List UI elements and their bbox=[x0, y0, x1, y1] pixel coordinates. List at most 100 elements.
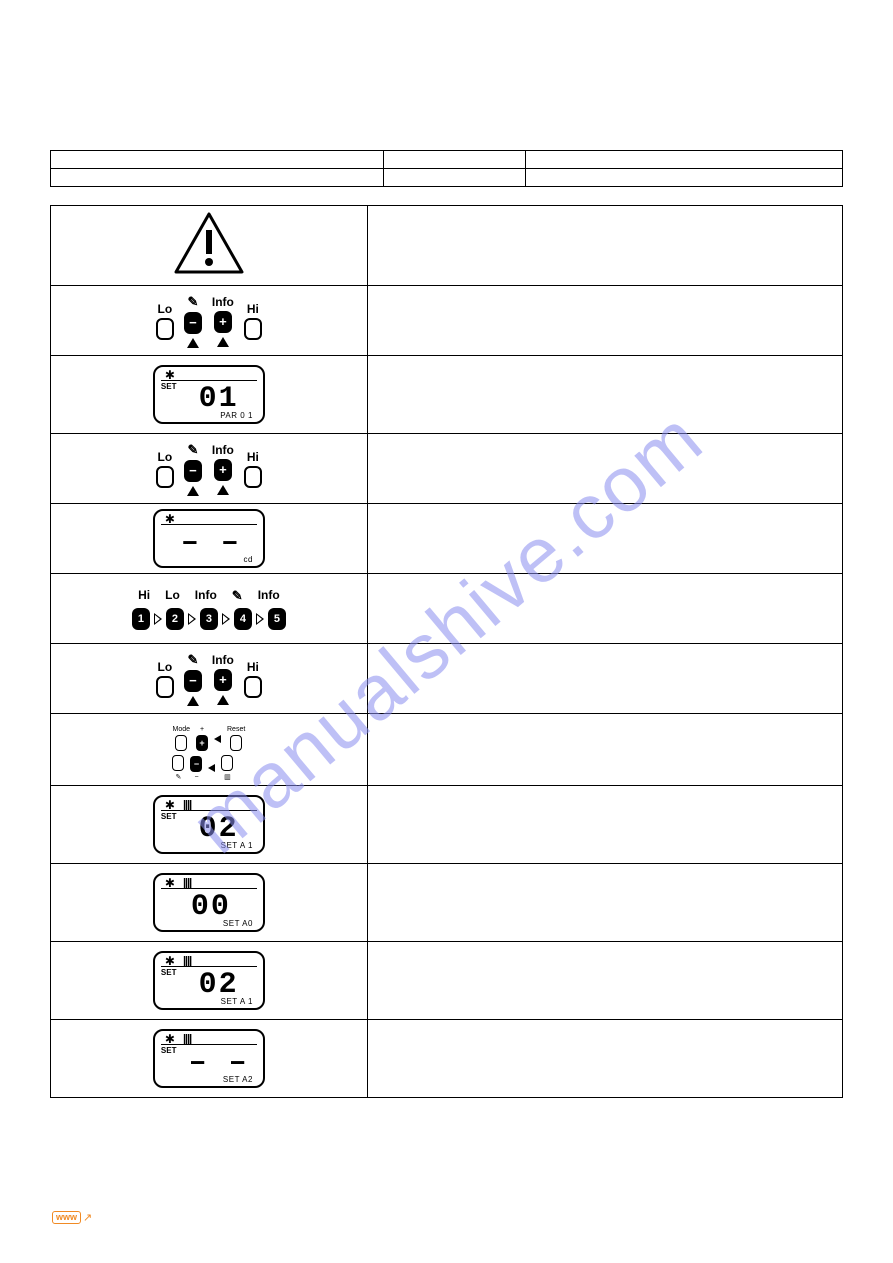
lcd-display: ✱ |||| 00 SET A0 bbox=[153, 873, 265, 932]
lo-button[interactable] bbox=[156, 676, 174, 698]
up-arrow-icon bbox=[187, 696, 199, 706]
lcd-digits: – – bbox=[180, 1049, 256, 1077]
mini-button-block: Mode ++ Reset ✎ −− ▥ bbox=[172, 726, 245, 781]
left-arrow-icon bbox=[214, 735, 221, 743]
seq-label: Info bbox=[195, 588, 217, 604]
table-row: ✱ |||| SET – – SET A2 bbox=[51, 1020, 843, 1098]
snowflake-icon: ✱ bbox=[165, 368, 175, 382]
lcd-digits: 00 bbox=[165, 893, 257, 921]
table-row: ✱ |||| 00 SET A0 bbox=[51, 864, 843, 942]
minus-button[interactable]: − bbox=[184, 460, 202, 482]
plus-button[interactable]: + bbox=[214, 459, 232, 481]
hi-button[interactable] bbox=[244, 676, 262, 698]
lcd-display: ✱ |||| SET 02 SET A 1 bbox=[153, 795, 265, 854]
snowflake-icon: ✱ bbox=[165, 876, 175, 890]
table-row: ✱ |||| SET 02 SET A 1 bbox=[51, 942, 843, 1020]
mode-button[interactable] bbox=[175, 735, 187, 751]
lo-label: Lo bbox=[158, 302, 173, 316]
up-arrow-icon bbox=[217, 337, 229, 347]
bars-icon: |||| bbox=[183, 799, 191, 811]
lo-button[interactable] bbox=[156, 318, 174, 340]
lcd-set-label: SET bbox=[161, 1046, 177, 1055]
up-arrow-icon bbox=[217, 485, 229, 495]
table-row: Lo ✎ − Info + Hi bbox=[51, 644, 843, 714]
www-link-badge[interactable]: www↗ bbox=[52, 1207, 92, 1225]
table-row: Mode ++ Reset ✎ −− ▥ bbox=[51, 714, 843, 786]
up-arrow-icon bbox=[187, 338, 199, 348]
seq-button[interactable]: 3 bbox=[200, 608, 218, 630]
seq-button[interactable]: 1 bbox=[132, 608, 150, 630]
seq-button[interactable]: 5 bbox=[268, 608, 286, 630]
minus-button[interactable]: − bbox=[184, 670, 202, 692]
external-link-icon: ↗ bbox=[83, 1211, 92, 1224]
hi-label: Hi bbox=[247, 302, 259, 316]
table-row bbox=[51, 206, 843, 286]
lcd-display: ✱ |||| SET – – SET A2 bbox=[153, 1029, 265, 1088]
seq-label: Info bbox=[258, 588, 280, 604]
reset-button[interactable] bbox=[230, 735, 242, 751]
lcd-digits: 02 bbox=[180, 971, 256, 999]
hand-icon: ✎ bbox=[176, 773, 182, 781]
seq-label: Hi bbox=[138, 588, 150, 604]
button-row-minus-plus: Lo ✎ − Info + Hi bbox=[156, 652, 262, 706]
snowflake-icon: ✱ bbox=[165, 512, 175, 526]
hand-icon: ✎ bbox=[232, 588, 243, 604]
right-arrow-icon bbox=[154, 613, 162, 625]
mini-minus-button[interactable]: − bbox=[190, 756, 202, 772]
hi-label: Hi bbox=[247, 660, 259, 674]
lcd-set-label: SET bbox=[161, 812, 177, 821]
minus-button[interactable]: − bbox=[184, 312, 202, 334]
mode-label: Mode bbox=[172, 726, 190, 733]
up-arrow-icon bbox=[217, 695, 229, 705]
hi-label: Hi bbox=[247, 450, 259, 464]
left-arrow-icon bbox=[208, 764, 215, 772]
reset-label: Reset bbox=[227, 726, 245, 733]
table-row: Hi Lo Info ✎ Info 1 2 3 4 bbox=[51, 574, 843, 644]
table-row: ✱ |||| SET 02 SET A 1 bbox=[51, 786, 843, 864]
right-arrow-icon bbox=[188, 613, 196, 625]
hand-icon: ✎ bbox=[187, 442, 198, 458]
www-label: www bbox=[52, 1211, 81, 1224]
lo-label: Lo bbox=[158, 660, 173, 674]
info-label: Info bbox=[212, 295, 234, 309]
right-arrow-icon bbox=[256, 613, 264, 625]
bars-icon: ▥ bbox=[224, 773, 231, 781]
lcd-set-label: SET bbox=[161, 968, 177, 977]
mini-button[interactable] bbox=[221, 755, 233, 771]
info-label: Info bbox=[212, 653, 234, 667]
hi-button[interactable] bbox=[244, 318, 262, 340]
hand-icon: ✎ bbox=[187, 294, 198, 310]
button-row-minus-plus: Lo ✎ − Info + Hi bbox=[156, 294, 262, 348]
warning-icon bbox=[174, 212, 244, 279]
info-label: Info bbox=[212, 443, 234, 457]
mini-button[interactable] bbox=[172, 755, 184, 771]
seq-button[interactable]: 4 bbox=[234, 608, 252, 630]
bars-icon: |||| bbox=[183, 955, 191, 967]
button-row-minus-plus: Lo ✎ − Info + Hi bbox=[156, 442, 262, 496]
table-row: Lo ✎ − Info + Hi bbox=[51, 434, 843, 504]
mini-plus-button[interactable]: + bbox=[196, 735, 208, 751]
lcd-digits: 01 bbox=[180, 385, 256, 413]
header-table bbox=[50, 150, 843, 187]
bars-icon: |||| bbox=[183, 1033, 191, 1045]
lcd-display: ✱ |||| SET 02 SET A 1 bbox=[153, 951, 265, 1010]
seq-button[interactable]: 2 bbox=[166, 608, 184, 630]
table-row: ✱ – – cd bbox=[51, 504, 843, 574]
plus-button[interactable]: + bbox=[214, 669, 232, 691]
lcd-display: ✱ SET 01 PAR 0 1 bbox=[153, 365, 265, 424]
header-row-1 bbox=[51, 151, 843, 169]
button-sequence: Hi Lo Info ✎ Info 1 2 3 4 bbox=[55, 588, 363, 630]
lcd-set-label: SET bbox=[161, 382, 177, 391]
lcd-digits: – – bbox=[165, 529, 257, 557]
lo-label: Lo bbox=[158, 450, 173, 464]
hand-icon: ✎ bbox=[187, 652, 198, 668]
lcd-display: ✱ – – cd bbox=[153, 509, 265, 568]
page: manualshive.com bbox=[0, 0, 893, 1263]
lo-button[interactable] bbox=[156, 466, 174, 488]
plus-button[interactable]: + bbox=[214, 311, 232, 333]
snowflake-icon: ✱ bbox=[165, 954, 175, 968]
minus-label: − bbox=[194, 774, 198, 781]
bars-icon: |||| bbox=[183, 877, 191, 889]
hi-button[interactable] bbox=[244, 466, 262, 488]
steps-table: Lo ✎ − Info + Hi bbox=[50, 205, 843, 1098]
